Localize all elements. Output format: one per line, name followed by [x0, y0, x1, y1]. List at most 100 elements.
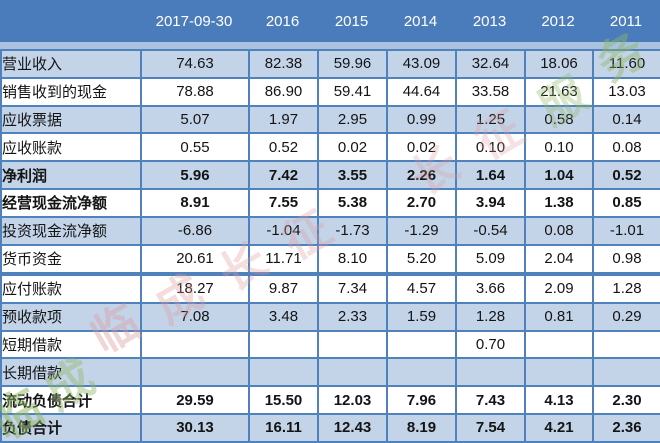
- row-label-cell: 流动负债合计: [0, 385, 142, 415]
- value-cell: 1.04: [524, 160, 594, 191]
- value-cell: -0.54: [455, 215, 526, 246]
- column-header: 2016: [265, 12, 300, 30]
- value-cell: -1.29: [386, 215, 457, 246]
- value-cell: [455, 271, 526, 277]
- table-row: 负债合计 30.13 16.11 12.43 8.19 7.54 4.21 2.36: [0, 412, 660, 443]
- table-row-empty: [0, 271, 660, 277]
- column-header: 2014: [403, 12, 438, 30]
- value-cell: 29.59: [140, 385, 250, 415]
- row-label-cell: 长期借款: [0, 357, 142, 388]
- value-cell: [455, 357, 526, 388]
- value-cell: 3.55: [317, 160, 388, 191]
- value-cell: 0.02: [386, 132, 457, 163]
- value-cell: 0.52: [248, 132, 319, 163]
- value-cell: 82.38: [248, 49, 319, 79]
- table-row: 应收账款 0.55 0.52 0.02 0.02 0.10 0.10 0.08: [0, 132, 660, 163]
- value-cell: 0.85: [592, 188, 660, 218]
- column-header: 2015: [334, 12, 369, 30]
- value-cell: 1.64: [455, 160, 526, 191]
- value-cell: 7.96: [386, 385, 457, 415]
- value-cell: 2.70: [386, 188, 457, 218]
- value-cell: 0.81: [524, 301, 594, 332]
- value-cell: [140, 357, 250, 388]
- value-cell: 0.14: [592, 104, 660, 135]
- table-row: 经营现金流净额 8.91 7.55 5.38 2.70 3.94 1.38 0.85: [0, 188, 660, 218]
- value-cell: 2.26: [386, 160, 457, 191]
- value-cell: 8.91: [140, 188, 250, 218]
- value-cell: 18.27: [140, 273, 250, 304]
- value-cell: 59.96: [317, 49, 388, 79]
- table-row: 流动负债合计 29.59 15.50 12.03 7.96 7.43 4.13 2.30: [0, 385, 660, 415]
- row-label-cell: 净利润: [0, 160, 142, 191]
- value-cell: 7.55: [248, 188, 319, 218]
- value-cell: -1.01: [592, 215, 660, 246]
- value-cell: -1.73: [317, 215, 388, 246]
- value-cell: 11.60: [592, 49, 660, 79]
- value-cell: 4.13: [524, 385, 594, 415]
- financial-data-table: 营业收入 74.63 82.38 59.96 43.09 32.64 18.06 11.60 销…: [0, 49, 660, 443]
- column-header: 2012: [541, 12, 575, 30]
- value-cell: 0.08: [592, 132, 660, 163]
- value-cell: 2.30: [592, 385, 660, 415]
- row-label-cell: 应付账款: [0, 273, 142, 304]
- table-body: 营业收入 74.63 82.38 59.96 43.09 32.64 18.06 11.60 销…: [0, 49, 660, 443]
- table-row: 预收款项 7.08 3.48 2.33 1.59 1.28 0.81 0.29: [0, 301, 660, 332]
- value-cell: 16.11: [248, 412, 319, 443]
- row-label-cell: 预收款项: [0, 301, 142, 332]
- header-separator-strip: [0, 42, 660, 49]
- value-cell: [592, 357, 660, 388]
- value-cell: 4.57: [386, 273, 457, 304]
- value-cell: 18.06: [524, 49, 594, 79]
- value-cell: 0.98: [592, 243, 660, 274]
- value-cell: -6.86: [140, 215, 250, 246]
- value-cell: 1.38: [524, 188, 594, 218]
- value-cell: 74.63: [140, 49, 250, 79]
- value-cell: 30.13: [140, 412, 250, 443]
- value-cell: 20.61: [140, 243, 250, 274]
- value-cell: 1.28: [592, 273, 660, 304]
- row-label-cell: 投资现金流净额: [0, 215, 142, 246]
- value-cell: [386, 271, 457, 277]
- row-label-cell: 应收账款: [0, 132, 142, 163]
- value-cell: [140, 329, 250, 360]
- value-cell: 1.97: [248, 104, 319, 135]
- value-cell: [248, 271, 319, 277]
- row-label-cell: 应收票据: [0, 104, 142, 135]
- value-cell: 0.29: [592, 301, 660, 332]
- value-cell: 4.21: [524, 412, 594, 443]
- value-cell: 2.36: [592, 412, 660, 443]
- table-row: 短期借款 0.70: [0, 329, 660, 360]
- row-label-cell: 货币资金: [0, 243, 142, 274]
- value-cell: 0.10: [524, 132, 594, 163]
- value-cell: 8.10: [317, 243, 388, 274]
- value-cell: 86.90: [248, 76, 319, 107]
- table-row: 货币资金 20.61 11.71 8.10 5.20 5.09 2.04 0.98: [0, 243, 660, 274]
- value-cell: 7.34: [317, 273, 388, 304]
- value-cell: 0.55: [140, 132, 250, 163]
- table-row: 投资现金流净额 -6.86 -1.04 -1.73 -1.29 -0.54 0.08 -1.0…: [0, 215, 660, 246]
- column-header: 2013: [472, 12, 507, 30]
- table-header-row: 2017-09-30 2016 2015 2014 2013 2012 2011: [0, 0, 660, 42]
- value-cell: [524, 329, 594, 360]
- row-label-cell: [0, 271, 142, 277]
- column-header: 2017-09-30: [155, 12, 233, 30]
- value-cell: [317, 271, 388, 277]
- row-label-cell: 短期借款: [0, 329, 142, 360]
- value-cell: 1.28: [455, 301, 526, 332]
- value-cell: 0.02: [317, 132, 388, 163]
- column-header: 2011: [609, 12, 643, 30]
- table-row: 应收票据 5.07 1.97 2.95 0.99 1.25 0.58 0.14: [0, 104, 660, 135]
- value-cell: 0.99: [386, 104, 457, 135]
- row-label-cell: 经营现金流净额: [0, 188, 142, 218]
- value-cell: 3.66: [455, 273, 526, 304]
- value-cell: 2.33: [317, 301, 388, 332]
- value-cell: 43.09: [386, 49, 457, 79]
- value-cell: [248, 357, 319, 388]
- table-row: 营业收入 74.63 82.38 59.96 43.09 32.64 18.06 11.60: [0, 49, 660, 79]
- value-cell: [524, 271, 594, 277]
- value-cell: 33.58: [455, 76, 526, 107]
- value-cell: 7.08: [140, 301, 250, 332]
- row-label-cell: 营业收入: [0, 49, 142, 79]
- value-cell: 12.43: [317, 412, 388, 443]
- value-cell: [592, 329, 660, 360]
